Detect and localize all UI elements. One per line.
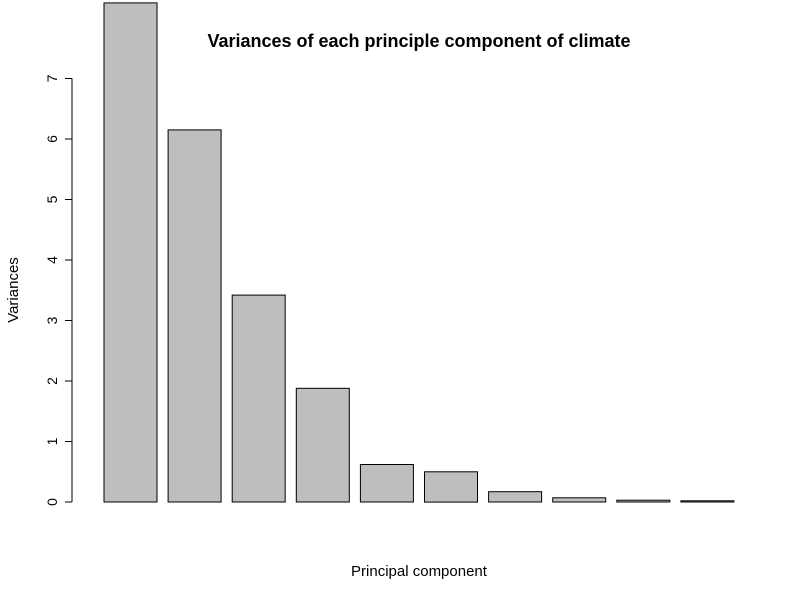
bar-1 (103, 2, 158, 503)
bar-7 (488, 491, 543, 503)
y-tick-label-3: 3 (44, 316, 60, 324)
bars-group (103, 2, 735, 503)
y-tick-label-2: 2 (44, 377, 60, 385)
y-tick-label-5: 5 (44, 195, 60, 203)
bar-9 (616, 499, 671, 503)
y-tick-label-1: 1 (44, 437, 60, 445)
bar-8 (552, 497, 607, 503)
y-tick-label-7: 7 (44, 74, 60, 82)
x-axis-label: Principal component (351, 563, 488, 580)
y-tick-label-0: 0 (44, 498, 60, 506)
bar-3 (231, 294, 286, 503)
bar-2 (167, 129, 222, 503)
bar-4 (295, 387, 350, 503)
y-tick-label-4: 4 (44, 256, 60, 264)
y-tick-label-6: 6 (44, 135, 60, 143)
y-axis-label: Variances (5, 257, 22, 323)
y-axis: 0 1 2 3 4 5 6 7 (44, 74, 73, 506)
chart-title: Variances of each principle component of… (207, 31, 630, 51)
bar-10 (680, 500, 735, 503)
bar-6 (424, 471, 478, 503)
bar-5 (359, 464, 414, 503)
